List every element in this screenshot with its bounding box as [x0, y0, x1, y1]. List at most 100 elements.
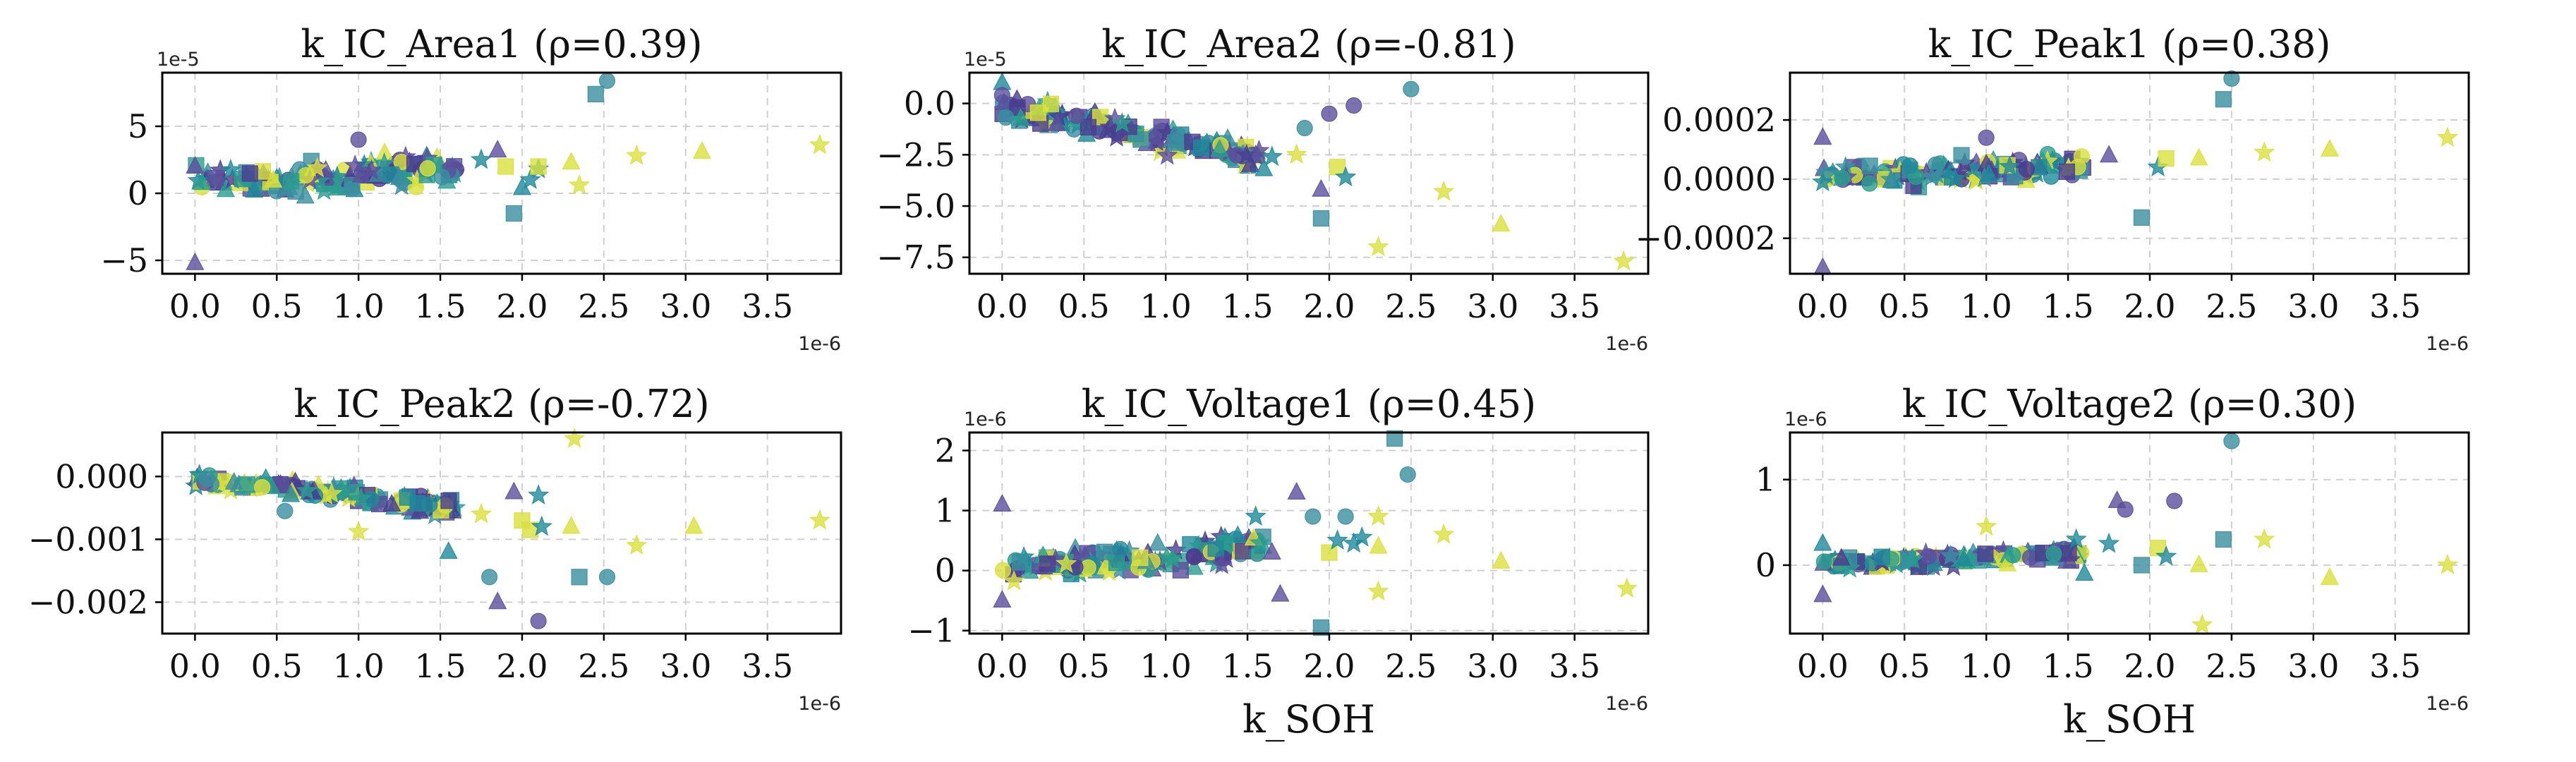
subplot-6: 0.0 0.5 1.0 1.5 2.0 2.5 3.0 3.5 1 0 k_IC_Voltage2 …	[1755, 382, 2470, 742]
data-point	[2436, 126, 2459, 147]
data-point	[470, 148, 492, 169]
y-tick-label: 0	[935, 552, 955, 590]
scatter-points	[1813, 433, 2459, 634]
x-tick-label: 2.0	[496, 647, 548, 685]
data-point	[327, 178, 346, 196]
data-point	[1616, 577, 1638, 598]
data-point	[344, 154, 366, 175]
data-point	[1211, 553, 1233, 574]
y-tick-label: −1	[907, 612, 955, 650]
axes-frame	[968, 71, 1650, 275]
data-point	[2099, 145, 2119, 163]
data-point	[684, 516, 703, 534]
x-tick-label: 1.5	[2042, 287, 2093, 325]
data-point	[1403, 80, 1420, 97]
data-point	[283, 173, 300, 190]
chart-title: k_IC_Area1 (ρ=0.39)	[301, 22, 702, 66]
x-tick-label: 0.0	[1797, 287, 1849, 325]
data-point	[1901, 157, 1918, 174]
x-tick-label: 3.5	[2369, 647, 2421, 685]
x-tick-label: 1.0	[1961, 647, 2012, 685]
scatter-points	[993, 72, 1635, 271]
data-point	[2215, 531, 2232, 548]
data-point	[1978, 129, 1995, 146]
x-axis-label: k_SOH	[2063, 697, 2196, 742]
data-point	[488, 591, 507, 610]
data-point	[1112, 540, 1129, 558]
data-point	[1210, 139, 1229, 157]
x-tick-label: 1.5	[414, 647, 466, 685]
data-point	[2215, 91, 2232, 108]
data-point	[254, 478, 271, 496]
data-point	[2133, 557, 2150, 574]
x-tick-label: 0.5	[1879, 287, 1930, 325]
data-point	[1296, 119, 1313, 137]
x-tick-label: 2.5	[1385, 287, 1437, 325]
data-point	[1386, 430, 1403, 447]
data-point	[1861, 157, 1878, 174]
data-point	[1312, 179, 1331, 197]
data-point	[625, 144, 648, 165]
data-point	[1321, 105, 1338, 122]
data-point	[809, 133, 831, 155]
y-tick-label: −2.5	[876, 135, 955, 174]
data-point	[1873, 548, 1890, 565]
data-point	[216, 179, 235, 198]
data-point	[241, 165, 258, 182]
data-point	[1262, 542, 1281, 560]
data-point	[277, 502, 294, 519]
data-point	[1351, 526, 1373, 547]
data-point	[382, 493, 401, 512]
y-offset-label: 1e-5	[157, 49, 200, 71]
data-point	[350, 131, 367, 148]
data-point	[1148, 533, 1167, 551]
data-point	[419, 160, 436, 177]
chart-title: k_IC_Voltage2 (ρ=0.30)	[1902, 382, 2357, 426]
x-tick-label: 2.5	[2206, 647, 2257, 685]
data-point	[1812, 171, 1834, 192]
data-point	[439, 541, 458, 560]
chart-title: k_IC_Area2 (ρ=-0.81)	[1101, 22, 1516, 66]
data-point	[1167, 134, 1184, 151]
data-point	[481, 569, 498, 586]
data-point	[1241, 154, 1260, 172]
data-point	[440, 492, 457, 509]
data-point	[1192, 139, 1210, 156]
data-point	[2320, 138, 2340, 157]
x-tick-label: 3.0	[1467, 287, 1518, 325]
data-point	[389, 167, 409, 186]
y-tick-label: −5.0	[876, 187, 955, 225]
data-point	[219, 159, 242, 179]
data-point	[692, 141, 712, 159]
data-point	[1346, 97, 1362, 114]
data-point	[2191, 613, 2213, 634]
data-point	[564, 427, 586, 448]
data-point	[1287, 482, 1306, 500]
x-tick-label: 3.0	[2287, 647, 2339, 685]
data-point	[2253, 528, 2275, 549]
x-offset-label: 1e-6	[798, 333, 841, 355]
x-axis-label: k_SOH	[1242, 697, 1375, 742]
data-point	[598, 72, 616, 90]
y-tick-label: −7.5	[876, 238, 955, 277]
data-point	[193, 172, 212, 190]
data-point	[296, 186, 315, 204]
data-point	[470, 502, 492, 524]
data-point	[2098, 532, 2120, 553]
subplot-4: 0.0 0.5 1.0 1.5 2.0 2.5 3.0 3.5 0.000 −0.001 −0.00…	[28, 382, 842, 715]
data-point	[1329, 159, 1346, 176]
x-tick-label: 1.0	[1140, 647, 1192, 685]
y-tick-label: 0.0000	[1662, 160, 1776, 198]
x-tick-label: 0.0	[976, 287, 1028, 325]
data-point	[2189, 554, 2208, 572]
data-point	[1132, 131, 1149, 148]
x-tick-label: 2.5	[1385, 647, 1437, 685]
x-tick-label: 0.0	[976, 647, 1028, 685]
x-tick-label: 1.5	[1221, 647, 1273, 685]
data-point	[571, 569, 588, 586]
y-offset-label: 1e-6	[964, 409, 1007, 430]
data-point	[568, 174, 591, 195]
data-point	[238, 476, 255, 493]
data-point	[1108, 555, 1125, 572]
x-tick-label: 3.5	[1549, 647, 1600, 685]
